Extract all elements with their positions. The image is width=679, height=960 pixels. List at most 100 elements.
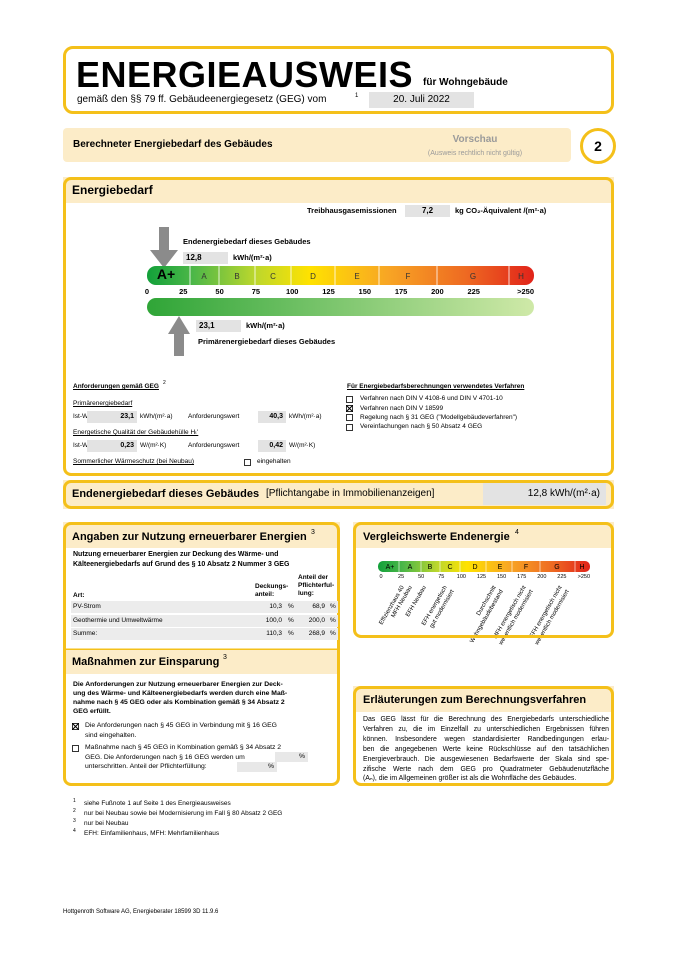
footer: Hottgenroth Software AG, Energieberater …	[63, 908, 219, 915]
text: anteil:	[255, 591, 275, 599]
text: %	[288, 630, 294, 638]
text-line: Verfahren zu, die im Einzelfall zu unter…	[363, 725, 609, 733]
scale-tick: 200	[537, 574, 546, 580]
panel-title: Maßnahmen zur Einsparung	[72, 655, 220, 668]
scale-tick: 225	[467, 287, 480, 296]
text: Verfahren nach DIN V 18599	[360, 404, 444, 412]
panel-header	[63, 177, 614, 203]
text: %	[288, 603, 294, 611]
cell: 268,9	[308, 630, 325, 637]
text: Anteil der	[298, 574, 328, 582]
scale-tick: 50	[215, 287, 223, 296]
text: Ist-Wert	[73, 442, 96, 450]
text: nahme nach § 45 GEG oder als Kombination…	[73, 699, 285, 707]
cell: 110,3	[266, 630, 282, 637]
text-line: zifische Werte nach dem GEG pro Quadratm…	[363, 765, 609, 773]
scale-tick: >250	[578, 574, 590, 580]
checkbox	[72, 722, 79, 730]
page-circle	[580, 128, 616, 164]
text: %	[330, 630, 336, 638]
panel	[353, 686, 614, 786]
text: Anforderungswert	[188, 413, 240, 421]
scale-tick: 100	[286, 287, 299, 296]
text: W/(m²·K)	[140, 442, 167, 450]
text: Geothermie und Umweltwärme	[73, 616, 163, 624]
class-label: A+	[157, 266, 175, 282]
value-box: 0,23	[87, 440, 137, 452]
panel	[63, 46, 614, 114]
text: Die Anforderungen nach § 45 GEG in Verbi…	[85, 722, 277, 730]
text: Pflichterful-	[298, 582, 335, 590]
text-line: (Aₙ), die im Allgemeinen größer ist als …	[363, 775, 577, 783]
panel	[63, 522, 340, 786]
comparison-scale	[378, 561, 590, 572]
text: Sommerlicher Wärmeschutz (bei Neubau)	[73, 458, 195, 466]
class-label: F	[524, 564, 528, 571]
cell: 200,0	[308, 616, 325, 624]
scale-tick: 75	[252, 287, 260, 296]
text: 3	[73, 818, 76, 825]
class-label: H	[518, 272, 524, 281]
text: 3	[223, 653, 227, 661]
text: siehe Fußnote 1 auf Seite 1 des Energiea…	[84, 800, 231, 808]
checkbox	[346, 423, 353, 431]
legal-basis: gemäß den §§ 79 ff. Gebäudeenergiegesetz…	[77, 94, 327, 106]
text: [Pflichtangabe in Immobilienanzeigen]	[266, 488, 435, 500]
text-line: Energieverbrauch. Die ausgewiesenen Beda…	[363, 755, 609, 763]
footnote-ref: 1	[355, 92, 359, 99]
class-label: E	[498, 564, 503, 571]
class-label: G	[554, 564, 559, 571]
class-label: D	[472, 564, 477, 571]
text: Energetische Qualität der Gebäudehülle H…	[73, 429, 199, 437]
panel-header	[63, 522, 340, 548]
text: sind eingehalten.	[85, 731, 137, 739]
text: Endenergiebedarf dieses Gebäudes	[72, 487, 260, 500]
text: kWh/(m²·a)	[140, 413, 173, 421]
text: eingehalten	[257, 458, 291, 466]
arrow-up	[168, 316, 190, 356]
text: kWh/(m²·a)	[233, 252, 272, 262]
scale-tick: 0	[379, 574, 382, 580]
text: 4	[73, 828, 76, 835]
class-label: D	[310, 272, 316, 281]
text: Summe:	[73, 630, 98, 638]
text: 1	[73, 798, 76, 805]
text: 2	[73, 808, 76, 815]
scale-tick: 100	[457, 574, 466, 580]
text-line: können. Insbesondere wegen standardisier…	[363, 735, 609, 743]
text: Vereinfachungen nach § 50 Absatz 4 GEG	[360, 423, 483, 431]
title: ENERGIEAUSWEIS	[76, 54, 414, 96]
panel-title: Vergleichswerte Endenergie	[363, 530, 510, 543]
panel-title: Erläuterungen zum Berechnungsverfahren	[363, 693, 587, 706]
panel-title: Angaben zur Nutzung erneuerbarer Energie…	[72, 530, 307, 543]
checkbox	[346, 414, 353, 422]
cell: 100,0	[265, 616, 282, 624]
checkbox	[72, 744, 79, 752]
scale-tick: 0	[145, 287, 149, 296]
scale-tick: 175	[395, 287, 408, 296]
panel	[63, 177, 614, 476]
class-label: G	[470, 272, 476, 281]
text: W/(m²·K)	[289, 442, 316, 450]
text: Anforderungen gemäß GEG	[73, 383, 159, 391]
text-line: ben die angegebenen Werte keine Rückschl…	[363, 745, 609, 753]
page-number: 2	[594, 137, 602, 154]
text: Treibhausgasemissionen	[307, 205, 397, 215]
text: Kälteenergiebedarfs auf Grund des § 10 A…	[73, 561, 290, 569]
checkbox	[346, 404, 353, 412]
text: Anforderungswert	[188, 442, 240, 450]
text: GEG erfüllt.	[73, 708, 111, 716]
table-row	[71, 601, 338, 613]
text: Primärenergiebedarf dieses Gebäudes	[198, 336, 336, 346]
value-box: 23,1	[87, 411, 137, 423]
text: 3	[311, 528, 315, 536]
section-bar	[63, 128, 571, 162]
text: nur bei Neubau	[84, 820, 129, 828]
class-label: B	[234, 272, 239, 281]
value-box: 7,2	[405, 204, 450, 218]
value-box: 12,8	[183, 251, 228, 265]
preview: Vorschau	[452, 134, 498, 146]
text: kWh/(m²·a)	[289, 413, 322, 421]
checkbox	[244, 458, 251, 466]
panel	[353, 522, 614, 638]
